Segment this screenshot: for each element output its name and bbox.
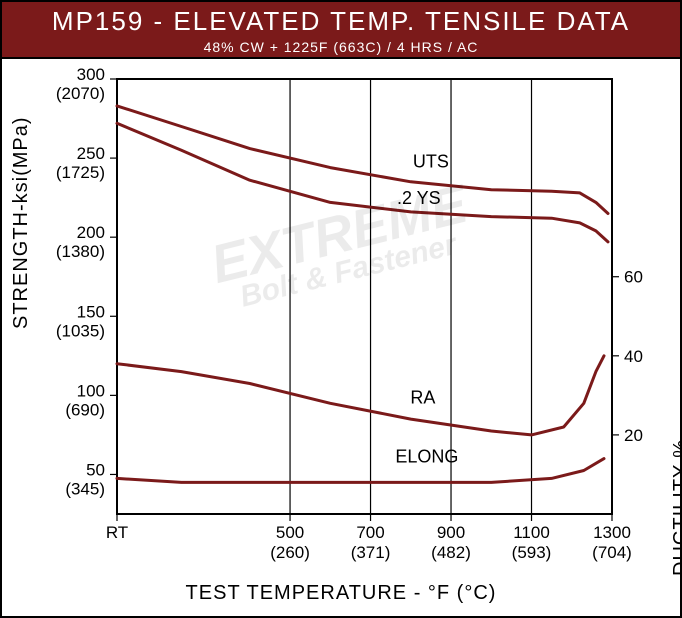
yl-tick-ksi: 300 [77, 65, 105, 84]
yl-tick-ksi: 50 [86, 460, 105, 479]
yl-tick-mpa: (345) [65, 479, 105, 498]
yl-tick-ksi: 150 [77, 302, 105, 321]
chart-svg: RT500(260)700(371)900(482)1100(593)1300(… [2, 59, 680, 607]
yr-tick-pct: 20 [624, 426, 643, 445]
y-right-axis-label: DUCTILITY-% [670, 439, 682, 576]
yl-tick-mpa: (1725) [56, 163, 105, 182]
chart-subtitle: 48% CW + 1225F (663C) / 4 HRS / AC [2, 37, 680, 55]
x-tick-f: 1300 [593, 523, 631, 542]
chart-container: MP159 - ELEVATED TEMP. TENSILE DATA 48% … [0, 0, 682, 618]
yl-tick-mpa: (1035) [56, 321, 105, 340]
chart-header: MP159 - ELEVATED TEMP. TENSILE DATA 48% … [2, 2, 680, 59]
yl-tick-mpa: (1380) [56, 242, 105, 261]
x-tick-f: 700 [356, 523, 384, 542]
series-label-elong: ELONG [395, 447, 458, 467]
x-tick-f: 1100 [513, 523, 550, 542]
y-left-axis-label: STRENGTH-ksi(MPa) [10, 116, 33, 329]
x-axis-label: TEST TEMPERATURE - °F (°C) [2, 582, 680, 605]
yl-tick-ksi: 100 [77, 381, 105, 400]
series-label-ra: RA [410, 387, 435, 407]
x-tick-f: 900 [437, 523, 465, 542]
series-label-ys: .2 YS [397, 188, 441, 208]
yl-tick-ksi: 250 [77, 144, 105, 163]
yr-tick-pct: 40 [624, 347, 643, 366]
x-tick-c: (371) [351, 543, 391, 562]
yl-tick-ksi: 200 [77, 223, 105, 242]
chart-title: MP159 - ELEVATED TEMP. TENSILE DATA [2, 6, 680, 37]
x-tick-c: (260) [270, 543, 310, 562]
plot-border [117, 79, 612, 514]
series-label-uts: UTS [413, 152, 449, 172]
series-ys [117, 123, 608, 242]
yr-tick-pct: 60 [624, 268, 643, 287]
plot-area: EXTREME Bolt & Fastener RT500(260)700(37… [2, 59, 680, 607]
x-tick-c: (482) [431, 543, 471, 562]
x-tick-f: 500 [276, 523, 304, 542]
series-uts [117, 106, 608, 214]
yl-tick-mpa: (690) [65, 400, 105, 419]
x-tick-c: (593) [512, 543, 552, 562]
x-tick-f: RT [106, 523, 128, 542]
x-tick-c: (704) [592, 543, 632, 562]
yl-tick-mpa: (2070) [56, 84, 105, 103]
